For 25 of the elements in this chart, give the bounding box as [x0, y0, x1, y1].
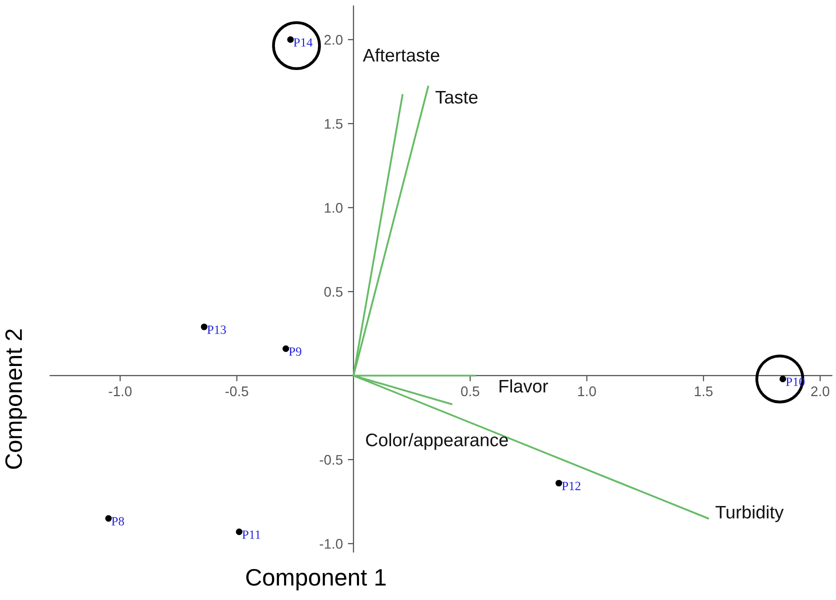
x-tick-label: 2.0 — [811, 386, 830, 396]
annotation: P13 — [207, 326, 226, 334]
annotation: Taste — [436, 91, 478, 104]
annotation: P9 — [288, 347, 302, 356]
x-tick-label: 0.5 — [461, 386, 480, 396]
annotation: Aftertaste — [362, 48, 440, 62]
y-tick-label: 1.0 — [324, 202, 343, 213]
x-tick-label: 1.0 — [578, 386, 596, 396]
annotation: P11 — [242, 530, 260, 539]
annotation: P8 — [112, 517, 124, 526]
y-tick-label: -1.0 — [320, 538, 343, 549]
y-tick-label: -0.5 — [320, 454, 342, 465]
x-axis-title: Component 1 — [246, 569, 386, 590]
y-tick-label: 2.0 — [324, 34, 343, 45]
x-tick-label: -1.0 — [108, 386, 132, 396]
x-tick-label: 1.5 — [694, 386, 713, 396]
y-tick-label: 0.5 — [324, 286, 342, 297]
y-axis-title: Component 2 — [5, 329, 27, 469]
y-tick-label: 1.5 — [324, 119, 342, 129]
annotation: P14 — [294, 38, 313, 47]
annotation: P12 — [562, 482, 580, 490]
annotation: Color/appearance — [366, 433, 508, 450]
x-tick-label: -0.5 — [225, 386, 248, 396]
annotation: Flavor — [500, 379, 548, 393]
annotation: Turbidity — [716, 505, 784, 522]
